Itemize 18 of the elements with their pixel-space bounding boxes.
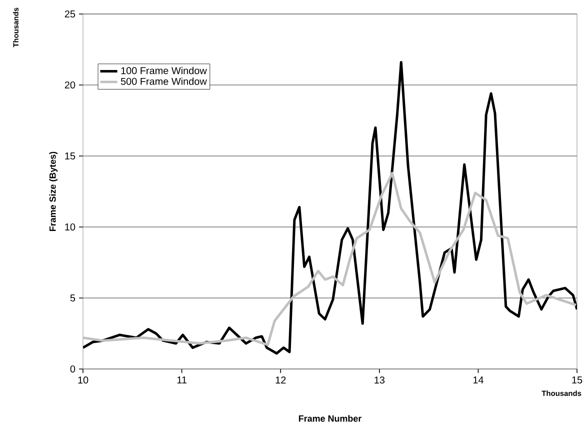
line-series xyxy=(83,61,578,355)
x-tick-label: 14 xyxy=(473,376,484,384)
x-tick-label: 11 xyxy=(177,376,186,384)
y-tick-label: 20 xyxy=(64,81,76,89)
x-tick-label: 13 xyxy=(374,376,385,384)
x-tick-label: 15 xyxy=(572,376,582,384)
x-tick-label: 10 xyxy=(78,376,88,384)
y-axis-title: Frame Size (Bytes) xyxy=(49,152,58,232)
legend-label: 500 Frame Window xyxy=(120,78,207,85)
line-series xyxy=(83,172,578,346)
y-tick-label: 5 xyxy=(70,294,76,302)
x-tick-label: 12 xyxy=(276,376,286,384)
y-tick-label: 15 xyxy=(65,152,76,160)
y-tick-label: 10 xyxy=(65,223,76,231)
x-axis-title: Frame Number xyxy=(298,415,362,422)
y-tick-label: 25 xyxy=(64,10,76,18)
y-tick-label: 0 xyxy=(70,365,76,373)
legend-label: 100 Frame Window xyxy=(121,66,207,74)
